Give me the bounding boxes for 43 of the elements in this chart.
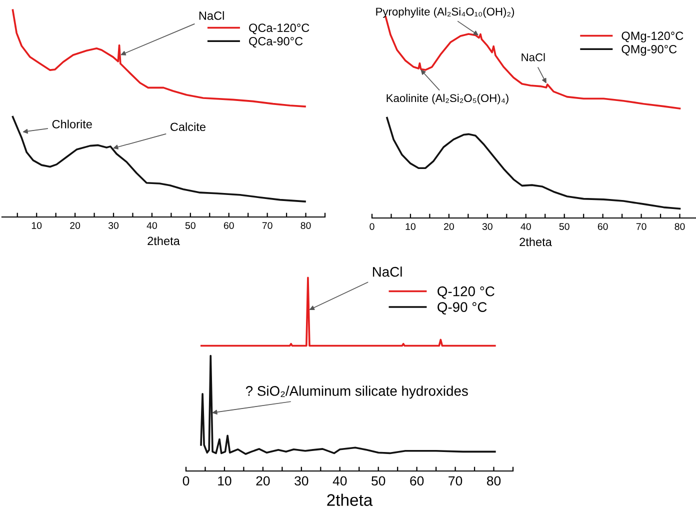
annotation: ? SiO₂/Aluminum silicate hydroxides bbox=[246, 386, 468, 399]
annotation: NaCl bbox=[522, 53, 545, 62]
x-tick-label: 30 bbox=[482, 223, 492, 230]
x-tick-label: 30 bbox=[294, 476, 308, 486]
x-tick-label: 80 bbox=[300, 222, 311, 229]
x-tick-label: 50 bbox=[372, 476, 386, 486]
x-tick-label: 60 bbox=[224, 222, 234, 229]
legend-label: QCa-90°C bbox=[249, 37, 303, 48]
x-axis-title: 2theta bbox=[520, 237, 552, 246]
x-axis-title: 2theta bbox=[327, 494, 373, 506]
x-tick-label: 10 bbox=[218, 476, 232, 486]
x-axis-title: 2theta bbox=[148, 236, 180, 246]
x-tick-label: 20 bbox=[70, 222, 80, 229]
annotation: Calcite bbox=[170, 122, 206, 132]
x-tick-label: 40 bbox=[332, 476, 347, 486]
x-tick-label: 0 bbox=[182, 476, 190, 486]
annotation: NaCl bbox=[372, 266, 402, 277]
x-tick-label: 80 bbox=[674, 223, 685, 230]
x-tick-label: 70 bbox=[636, 223, 646, 230]
annotation: Pyrophylite (Al₂Si₄O₁₀(OH)₂) bbox=[376, 7, 514, 18]
legend-label: Q-120 °C bbox=[438, 286, 494, 299]
x-tick-label: 20 bbox=[444, 223, 454, 230]
annotation: NaCl bbox=[199, 11, 224, 20]
legend-label: Q-90 °C bbox=[438, 302, 487, 314]
x-tick-label: 20 bbox=[256, 476, 270, 486]
x-tick-label: 0 bbox=[370, 223, 374, 230]
x-tick-label: 10 bbox=[32, 222, 42, 229]
legend-label: QMg-90°C bbox=[622, 45, 677, 56]
x-tick-label: 50 bbox=[185, 222, 196, 229]
x-tick-label: 40 bbox=[146, 222, 157, 229]
annotation: Kaolinite (Al₂Si₂O₅(OH)₄) bbox=[386, 94, 508, 104]
annotation: Chlorite bbox=[52, 120, 92, 128]
legend-label: QCa-120°C bbox=[249, 24, 310, 34]
x-tick-label: 60 bbox=[410, 476, 424, 486]
x-tick-label: 60 bbox=[598, 223, 608, 230]
x-tick-label: 40 bbox=[520, 223, 531, 230]
x-tick-label: 70 bbox=[448, 476, 462, 486]
x-tick-label: 10 bbox=[406, 223, 416, 230]
x-tick-label: 50 bbox=[559, 223, 570, 230]
x-tick-label: 30 bbox=[108, 222, 119, 229]
legend-label: QMg-120°C bbox=[622, 32, 684, 42]
x-tick-label: 70 bbox=[262, 222, 272, 229]
x-tick-label: 80 bbox=[487, 476, 501, 486]
